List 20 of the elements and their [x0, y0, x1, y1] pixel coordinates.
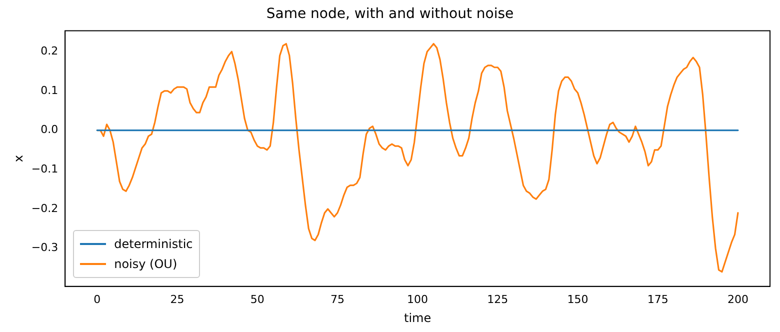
y-tick-label: 0.1: [40, 84, 58, 97]
x-axis-title: time: [404, 310, 432, 325]
legend-label: deterministic: [114, 237, 193, 252]
x-tick-label: 100: [407, 292, 428, 306]
x-tick-label: 125: [487, 292, 508, 306]
x-tick-label: 150: [567, 292, 588, 306]
y-tick-label: 0.0: [40, 123, 58, 136]
y-tick-label: 0.2: [40, 44, 58, 58]
x-tick-label: 0: [94, 292, 101, 306]
y-tick-label: −0.3: [31, 241, 58, 254]
x-tick-label: 200: [727, 292, 748, 306]
y-tick-label: −0.2: [31, 202, 58, 215]
chart-title: Same node, with and without noise: [266, 6, 514, 22]
y-tick-label: −0.1: [31, 162, 58, 176]
legend-label: noisy (OU): [114, 257, 178, 272]
x-tick-label: 50: [250, 292, 264, 306]
y-axis-title: x: [11, 155, 26, 162]
x-tick-label: 75: [330, 292, 344, 306]
x-tick-label: 175: [647, 292, 668, 306]
x-tick-label: 25: [170, 292, 184, 306]
